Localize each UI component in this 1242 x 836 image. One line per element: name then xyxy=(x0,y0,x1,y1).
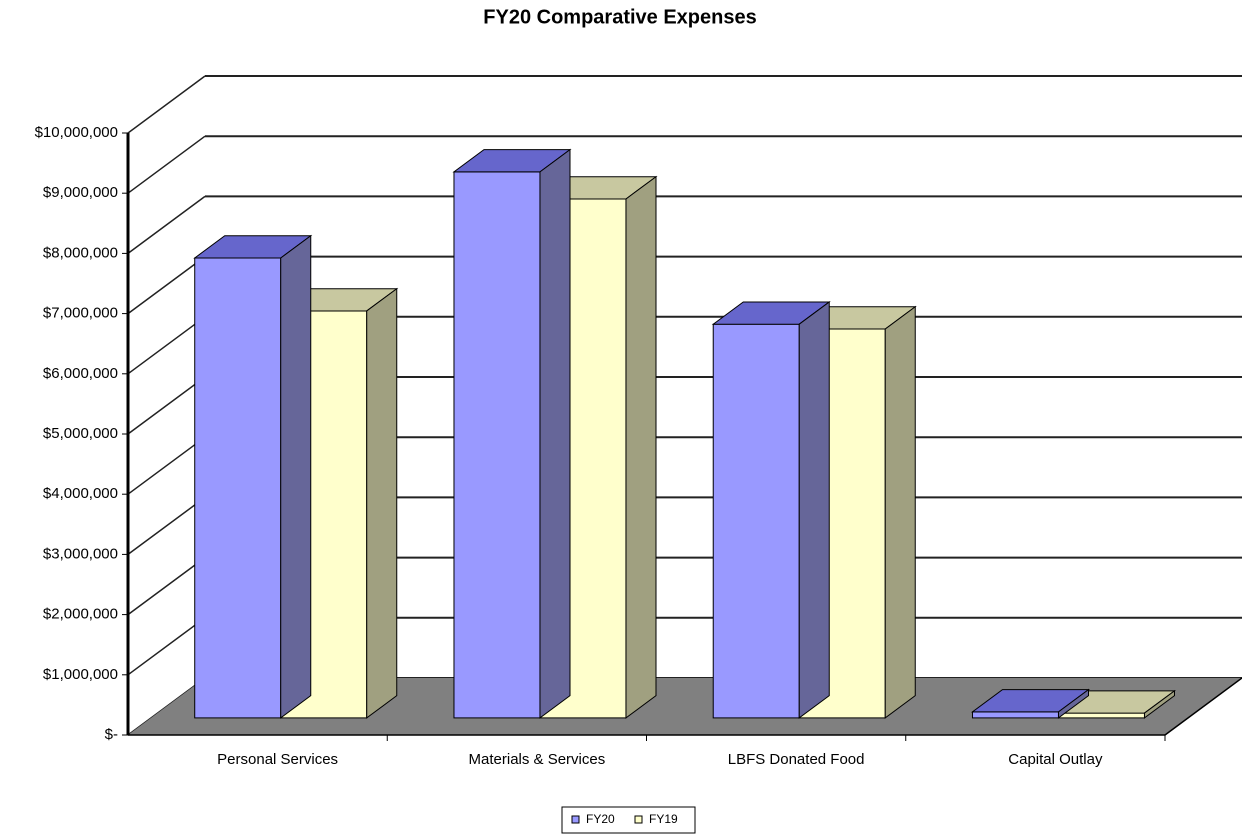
legend-box xyxy=(561,806,696,834)
bar-side xyxy=(1143,689,1176,719)
bar-front xyxy=(971,711,1059,719)
x-tick-label: Personal Services xyxy=(217,751,338,768)
legend-label: FY19 xyxy=(649,812,678,826)
floor xyxy=(128,678,1242,735)
x-tick-label: LBFS Donated Food xyxy=(728,751,865,768)
bar-side xyxy=(1057,688,1090,719)
bar-front xyxy=(453,171,541,719)
legend-swatch xyxy=(571,815,580,824)
x-tick-label: Capital Outlay xyxy=(1008,751,1103,768)
wall-line xyxy=(127,496,206,556)
y-tick-label: $2,000,000 xyxy=(43,606,118,623)
wall-line xyxy=(127,617,206,676)
y-tick-label: $5,000,000 xyxy=(43,425,118,442)
bar-side xyxy=(539,148,571,719)
bar-side xyxy=(625,175,657,719)
bar-front xyxy=(712,323,800,719)
wall-line xyxy=(127,376,206,435)
y-tick-label: $6,000,000 xyxy=(43,365,118,382)
bar-side xyxy=(798,300,830,719)
y-tick-label: $9,000,000 xyxy=(43,184,118,201)
y-tick-label: $1,000,000 xyxy=(43,666,118,683)
y-tick-label: $4,000,000 xyxy=(43,485,118,502)
bar-front xyxy=(1057,712,1145,719)
bar-front xyxy=(194,257,282,719)
y-tick-label: $8,000,000 xyxy=(43,244,118,261)
y-tick-label: $10,000,000 xyxy=(35,124,118,141)
legend: FY20 FY19 xyxy=(561,806,696,834)
x-tick-label: Materials & Services xyxy=(469,751,606,768)
wall-line xyxy=(127,556,206,616)
wall-line xyxy=(127,436,206,495)
y-tick-label: $7,000,000 xyxy=(43,305,118,322)
wall-line xyxy=(127,195,206,255)
chart-title: FY20 Comparative Expenses xyxy=(483,6,756,28)
floor-edge xyxy=(1164,677,1242,736)
legend-label: FY20 xyxy=(586,812,615,826)
bar-side xyxy=(884,305,916,719)
wall-line xyxy=(127,255,206,315)
wall-line xyxy=(127,316,206,375)
bar-side xyxy=(280,234,312,719)
wall-line xyxy=(127,135,206,194)
y-tick-label: $3,000,000 xyxy=(43,545,118,562)
legend-swatch xyxy=(634,815,643,824)
y-tick-label: $- xyxy=(105,726,118,743)
wall-line xyxy=(127,75,206,134)
bar-side xyxy=(366,287,398,719)
